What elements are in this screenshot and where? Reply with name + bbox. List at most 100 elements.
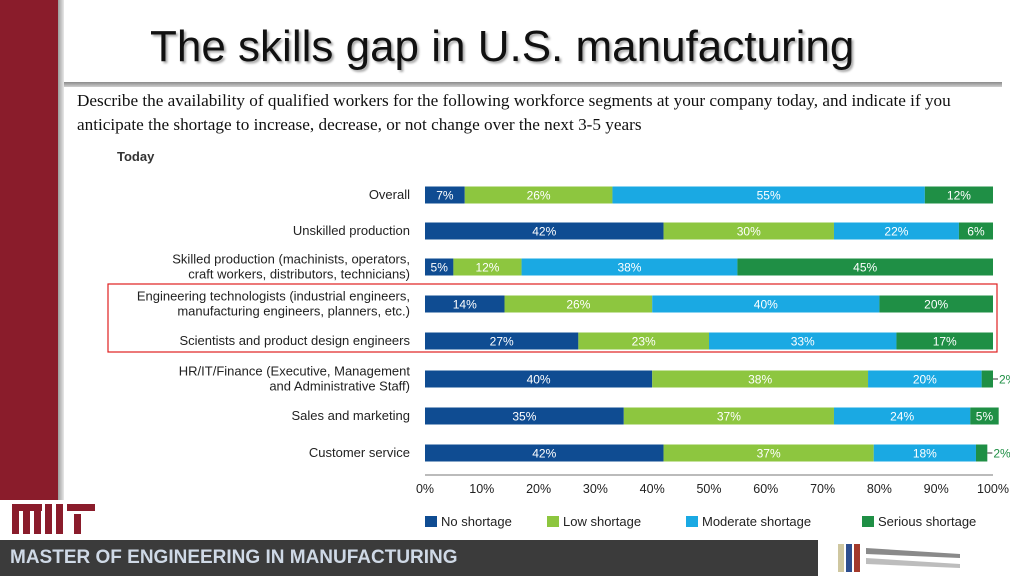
category-label: Engineering technologists (industrial en…: [137, 289, 410, 304]
data-label: 40%: [754, 298, 778, 312]
bar-segment: [612, 186, 925, 204]
bar-segment: [970, 407, 999, 425]
bar-segment: [425, 186, 465, 204]
bar-segment: [833, 222, 959, 240]
data-label: 26%: [527, 189, 551, 203]
bar-segment: [833, 407, 971, 425]
data-label: 17%: [933, 335, 957, 349]
x-tick-label: 70%: [810, 482, 835, 496]
legend-swatch: [425, 516, 437, 527]
x-tick-label: 60%: [753, 482, 778, 496]
bar-segment: [623, 407, 834, 425]
data-label: 33%: [791, 335, 815, 349]
bar-segment: [425, 222, 664, 240]
data-label: 30%: [737, 225, 761, 239]
bar-segment: [873, 444, 976, 462]
x-tick-label: 100%: [977, 482, 1009, 496]
legend-label: Serious shortage: [878, 514, 976, 529]
data-label: 38%: [617, 261, 641, 275]
highlight-box: [107, 283, 998, 353]
bar-segment: [663, 444, 874, 462]
bar-segment: [879, 295, 993, 313]
chart-title: Today: [117, 149, 155, 164]
legend-label: Moderate shortage: [702, 514, 811, 529]
data-label: 35%: [512, 410, 536, 424]
bar-segment: [425, 295, 505, 313]
legend-swatch: [862, 516, 874, 527]
data-label: 45%: [853, 261, 877, 275]
data-label: 6%: [967, 225, 985, 239]
bar-segment: [425, 258, 454, 276]
category-label: HR/IT/Finance (Executive, Management: [179, 364, 411, 379]
bar-segment: [709, 332, 897, 350]
bar-segment: [896, 332, 993, 350]
data-label: 5%: [976, 410, 994, 424]
bar-segment: [578, 332, 709, 350]
skills-gap-chart: Today Overall Unskilled production Skilled …: [107, 149, 1010, 529]
data-label: 26%: [566, 298, 590, 312]
bar-segment: [868, 370, 982, 388]
bar-segment: [975, 444, 988, 462]
footer-title: MASTER OF ENGINEERING IN MANUFACTURING: [10, 547, 458, 568]
x-tick-label: 80%: [867, 482, 892, 496]
bar-segment: [737, 258, 993, 276]
category-label: Overall: [369, 187, 410, 202]
category-label: Sales and marketing: [291, 408, 410, 423]
x-tick-label: 40%: [640, 482, 665, 496]
left-brand-band: [0, 0, 58, 500]
data-label: 14%: [453, 298, 477, 312]
data-label: 37%: [757, 447, 781, 461]
x-tick-label: 30%: [583, 482, 608, 496]
footer-bar: [0, 540, 818, 576]
data-label: 18%: [913, 447, 937, 461]
data-label: 55%: [757, 189, 781, 203]
data-label: 27%: [490, 335, 514, 349]
category-label: manufacturing engineers, planners, etc.): [177, 304, 410, 319]
bar-segment: [924, 186, 993, 204]
x-tick-label: 50%: [696, 482, 721, 496]
x-tick-label: 20%: [526, 482, 551, 496]
data-label: 20%: [913, 373, 937, 387]
bar-segment: [504, 295, 653, 313]
bar-segment: [453, 258, 522, 276]
bar-segment: [521, 258, 738, 276]
legend-label: Low shortage: [563, 514, 641, 529]
data-label: 40%: [527, 373, 551, 387]
slide-subtitle: Describe the availability of qualified w…: [77, 91, 951, 134]
data-label: 23%: [632, 335, 656, 349]
bar-segment: [958, 222, 993, 240]
data-label: 12%: [475, 261, 499, 275]
slide-title: The skills gap in U.S. manufacturing: [150, 22, 855, 71]
x-tick-label: 0%: [416, 482, 434, 496]
category-label: Unskilled production: [293, 223, 410, 238]
bar-segment: [425, 407, 624, 425]
data-label: 37%: [717, 410, 741, 424]
mit-logo-icon: [12, 504, 95, 534]
data-label: 20%: [924, 298, 948, 312]
data-label: 2%: [993, 447, 1010, 461]
legend-label: No shortage: [441, 514, 512, 529]
bar-segment: [652, 295, 880, 313]
bar-segment: [981, 370, 993, 388]
corner-decoration: [838, 544, 960, 572]
x-tick-label: 90%: [924, 482, 949, 496]
data-label: 24%: [890, 410, 914, 424]
data-label: 2%: [999, 373, 1010, 387]
category-label: craft workers, distributors, technicians…: [188, 267, 410, 282]
mit-logo: [0, 500, 106, 540]
bar-segment: [425, 370, 653, 388]
data-label: 12%: [947, 189, 971, 203]
bar-segment: [425, 332, 579, 350]
title-rule: [64, 82, 1002, 87]
category-label: Skilled production (machinists, operator…: [172, 252, 410, 267]
category-label: Customer service: [309, 445, 410, 460]
legend-swatch: [686, 516, 698, 527]
left-band-shadow: [58, 0, 64, 500]
data-label: 42%: [532, 447, 556, 461]
data-label: 38%: [748, 373, 772, 387]
bar-segment: [464, 186, 613, 204]
bar-segment: [425, 444, 664, 462]
data-label: 5%: [431, 261, 449, 275]
legend-swatch: [547, 516, 559, 527]
category-label: Scientists and product design engineers: [179, 333, 410, 348]
